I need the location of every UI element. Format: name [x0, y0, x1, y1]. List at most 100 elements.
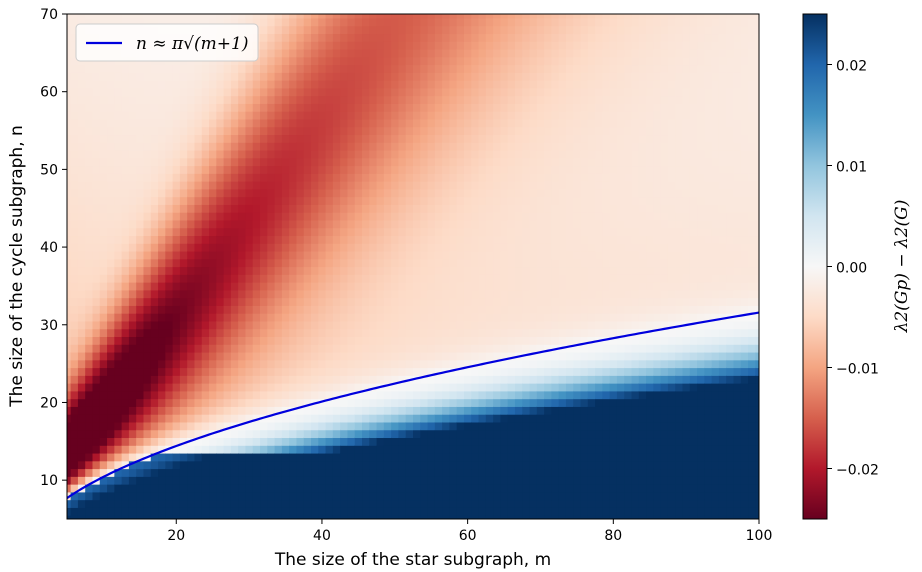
heatmap-cell — [318, 484, 327, 493]
heatmap-cell — [442, 196, 451, 205]
heatmap-cell — [405, 484, 414, 493]
heatmap-cell — [340, 17, 349, 27]
heatmap-cell — [580, 64, 589, 73]
heatmap-cell — [296, 383, 305, 392]
heatmap-cell — [114, 243, 123, 252]
heatmap-cell — [260, 227, 268, 237]
heatmap-cell — [529, 14, 538, 19]
heatmap-cell — [107, 118, 115, 128]
heatmap-cell — [150, 305, 159, 314]
heatmap-cell — [128, 383, 137, 392]
heatmap-cell — [522, 398, 531, 407]
heatmap-cell — [223, 235, 232, 244]
heatmap-cell — [318, 383, 327, 392]
heatmap-cell — [500, 398, 509, 407]
heatmap-cell — [281, 72, 290, 81]
heatmap-cell — [362, 64, 370, 73]
heatmap-cell — [238, 266, 247, 275]
heatmap-cell — [558, 25, 567, 35]
heatmap-cell — [187, 134, 196, 143]
heatmap-cell — [347, 103, 356, 112]
heatmap-cell — [260, 17, 268, 27]
heatmap-cell — [99, 367, 108, 376]
heatmap-cell — [413, 64, 421, 73]
heatmap-cell — [238, 274, 247, 283]
heatmap-cell — [267, 282, 276, 291]
heatmap-cell — [587, 41, 596, 50]
heatmap-cell — [70, 289, 79, 299]
heatmap-cell — [383, 289, 392, 299]
heatmap-cell — [456, 274, 465, 283]
heatmap-cell — [303, 56, 312, 66]
heatmap-cell — [158, 173, 166, 182]
heatmap-cell — [485, 499, 494, 508]
heatmap-cell — [77, 491, 86, 501]
heatmap-cell — [609, 212, 618, 221]
heatmap-cell — [158, 414, 166, 423]
heatmap-cell — [500, 204, 509, 213]
heatmap-cell — [194, 274, 203, 283]
heatmap-cell — [311, 336, 319, 345]
heatmap-cell — [500, 250, 509, 260]
heatmap-cell — [289, 351, 298, 361]
heatmap-cell — [332, 181, 341, 190]
heatmap-cell — [340, 437, 349, 446]
heatmap-cell — [85, 149, 94, 159]
heatmap-cell — [172, 196, 181, 205]
heatmap-cell — [143, 499, 152, 508]
heatmap-cell — [463, 414, 472, 423]
heatmap-cell — [609, 157, 618, 167]
heatmap-cell — [514, 297, 523, 306]
heatmap-cell — [376, 87, 385, 97]
heatmap-cell — [165, 468, 174, 477]
heatmap-cell — [442, 126, 451, 136]
heatmap-cell — [442, 351, 451, 361]
heatmap-cell — [245, 460, 254, 470]
heatmap-cell — [587, 165, 596, 174]
heatmap-cell — [230, 499, 239, 508]
heatmap-cell — [362, 212, 370, 221]
heatmap-cell — [580, 414, 589, 423]
heatmap-cell — [165, 460, 174, 470]
heatmap-cell — [514, 491, 523, 501]
heatmap-cell — [325, 437, 334, 446]
heatmap-cell — [587, 383, 596, 392]
heatmap-cell — [391, 320, 400, 330]
heatmap-cell — [179, 484, 188, 493]
heatmap-cell — [238, 118, 247, 128]
heatmap-cell — [580, 507, 589, 516]
heatmap-cell — [609, 406, 618, 415]
heatmap-cell — [514, 204, 523, 213]
heatmap-cell — [420, 14, 429, 19]
heatmap-cell — [318, 437, 327, 446]
heatmap-cell — [587, 328, 596, 338]
heatmap-cell — [471, 14, 480, 19]
heatmap-cell — [369, 266, 378, 275]
heatmap-cell — [420, 398, 429, 407]
heatmap-cell — [580, 219, 589, 229]
heatmap-cell — [420, 344, 429, 353]
heatmap-cell — [325, 484, 334, 493]
heatmap-cell — [150, 227, 159, 237]
heatmap-cell — [398, 468, 407, 477]
heatmap-cell — [420, 476, 429, 485]
heatmap-cell — [427, 134, 436, 143]
heatmap-cell — [558, 313, 567, 322]
heatmap-cell — [67, 227, 72, 237]
heatmap-cell — [544, 134, 552, 143]
heatmap-cell — [362, 406, 370, 415]
heatmap-cell — [179, 181, 188, 190]
heatmap-cell — [114, 383, 123, 392]
heatmap-cell — [558, 118, 567, 128]
heatmap-cell — [456, 157, 465, 167]
heatmap-cell — [544, 359, 552, 369]
heatmap-cell — [194, 235, 203, 244]
heatmap-cell — [201, 243, 210, 252]
heatmap-cell — [500, 289, 509, 299]
heatmap-cell — [573, 406, 582, 415]
heatmap-cell — [267, 398, 276, 407]
heatmap-cell — [507, 157, 516, 167]
heatmap-cell — [514, 33, 523, 42]
heatmap-cell — [274, 181, 283, 190]
heatmap-cell — [77, 64, 86, 73]
